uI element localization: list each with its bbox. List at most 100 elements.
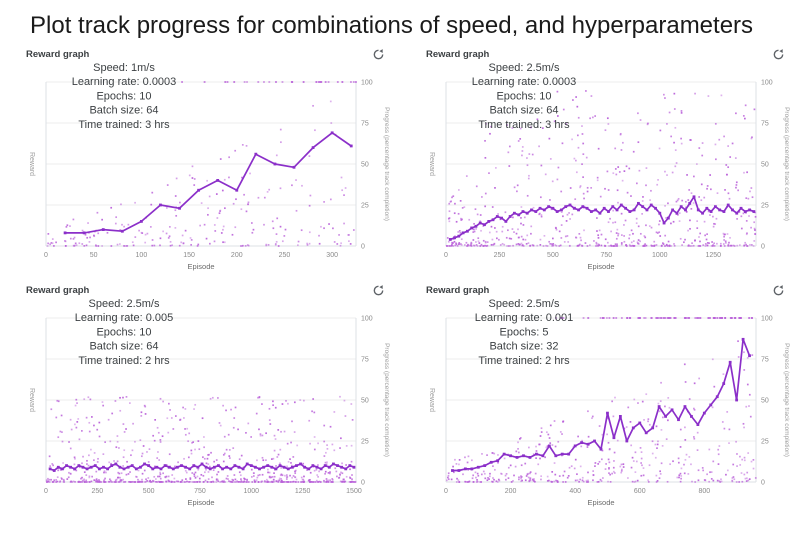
- svg-text:Learning rate: 0.0003: Learning rate: 0.0003: [472, 76, 577, 88]
- svg-text:50: 50: [361, 162, 369, 169]
- panel-title: Reward graph: [26, 48, 90, 60]
- svg-text:Progress (percentage track com: Progress (percentage track completion): [783, 343, 790, 457]
- svg-text:0: 0: [361, 244, 365, 251]
- refresh-icon: [773, 284, 784, 295]
- svg-text:1000: 1000: [244, 488, 260, 495]
- svg-text:Batch size: 64: Batch size: 64: [489, 105, 558, 117]
- svg-text:Batch size: 64: Batch size: 64: [89, 341, 158, 353]
- svg-text:Episode: Episode: [187, 498, 214, 507]
- svg-text:500: 500: [143, 488, 155, 495]
- svg-text:0: 0: [444, 488, 448, 495]
- panel-header: Reward graph: [20, 44, 394, 62]
- svg-text:200: 200: [231, 252, 243, 259]
- panel-title: Reward graph: [426, 48, 490, 60]
- svg-text:150: 150: [183, 252, 195, 259]
- svg-text:Progress (percentage track com: Progress (percentage track completion): [783, 107, 790, 221]
- svg-text:Time trained: 3 hrs: Time trained: 3 hrs: [478, 119, 570, 131]
- svg-text:Learning rate: 0.005: Learning rate: 0.005: [75, 312, 173, 324]
- svg-text:1250: 1250: [705, 252, 721, 259]
- svg-text:Epochs: 10: Epochs: 10: [96, 326, 151, 338]
- svg-text:Epochs: 5: Epochs: 5: [500, 326, 549, 338]
- refresh-icon: [373, 48, 384, 59]
- charts-grid: Reward graph 0 25 50 75 100 0 50 100 150 200 250 30…: [0, 44, 794, 512]
- svg-text:25: 25: [761, 439, 769, 446]
- svg-text:Episode: Episode: [587, 498, 614, 507]
- svg-text:25: 25: [361, 203, 369, 210]
- svg-text:Speed: 2.5m/s: Speed: 2.5m/s: [489, 298, 560, 310]
- svg-text:0: 0: [44, 252, 48, 259]
- svg-text:100: 100: [361, 316, 373, 323]
- svg-text:0: 0: [761, 244, 765, 251]
- svg-text:75: 75: [361, 357, 369, 364]
- panel-header: Reward graph: [420, 44, 794, 62]
- svg-text:250: 250: [279, 252, 291, 259]
- svg-text:250: 250: [91, 488, 103, 495]
- svg-text:Batch size: 32: Batch size: 32: [489, 341, 558, 353]
- svg-text:50: 50: [761, 162, 769, 169]
- refresh-button[interactable]: [771, 47, 786, 62]
- panel-title: Reward graph: [26, 284, 90, 296]
- svg-text:Reward: Reward: [28, 388, 35, 412]
- panel-title: Reward graph: [426, 284, 490, 296]
- svg-text:Batch size: 64: Batch size: 64: [89, 105, 158, 117]
- svg-text:500: 500: [547, 252, 559, 259]
- svg-text:100: 100: [761, 316, 773, 323]
- svg-text:Speed: 2.5m/s: Speed: 2.5m/s: [89, 298, 160, 310]
- svg-text:75: 75: [361, 121, 369, 128]
- svg-text:1500: 1500: [346, 488, 362, 495]
- svg-text:Speed: 2.5m/s: Speed: 2.5m/s: [489, 62, 560, 74]
- page-title: Plot track progress for combinations of …: [30, 12, 754, 39]
- svg-text:200: 200: [505, 488, 517, 495]
- svg-text:25: 25: [361, 439, 369, 446]
- svg-text:75: 75: [761, 121, 769, 128]
- refresh-button[interactable]: [371, 47, 386, 62]
- svg-text:75: 75: [761, 357, 769, 364]
- svg-text:100: 100: [136, 252, 148, 259]
- chart-panel-bottom-left: Reward graph 0 25 50 75 100 0 250 500 750 1000 125…: [20, 280, 394, 512]
- refresh-button[interactable]: [371, 283, 386, 298]
- svg-text:600: 600: [634, 488, 646, 495]
- svg-text:1000: 1000: [652, 252, 668, 259]
- svg-text:Speed: 1m/s: Speed: 1m/s: [93, 62, 155, 74]
- svg-text:50: 50: [761, 398, 769, 405]
- chart-panel-top-left: Reward graph 0 25 50 75 100 0 50 100 150 200 250 30…: [20, 44, 394, 276]
- svg-text:0: 0: [44, 488, 48, 495]
- panel-header: Reward graph: [420, 280, 794, 298]
- svg-text:100: 100: [761, 80, 773, 87]
- svg-text:Episode: Episode: [187, 262, 214, 271]
- svg-text:Epochs: 10: Epochs: 10: [96, 90, 151, 102]
- refresh-icon: [373, 284, 384, 295]
- chart-panel-top-right: Reward graph 0 25 50 75 100 0 250 500 750 1000 125…: [420, 44, 794, 276]
- chart-canvas[interactable]: 0 25 50 75 100 0 50 100 150 200 250 300 Episode Rewar…: [20, 62, 394, 276]
- svg-text:50: 50: [90, 252, 98, 259]
- chart-canvas[interactable]: 0 25 50 75 100 0 200 400 600 800 Episode Reward Prog…: [420, 298, 794, 512]
- refresh-button[interactable]: [771, 283, 786, 298]
- panel-header: Reward graph: [20, 280, 394, 298]
- svg-text:0: 0: [361, 480, 365, 487]
- svg-text:50: 50: [361, 398, 369, 405]
- svg-text:1250: 1250: [295, 488, 311, 495]
- svg-text:Time trained: 2 hrs: Time trained: 2 hrs: [78, 355, 170, 367]
- svg-text:Episode: Episode: [587, 262, 614, 271]
- svg-text:Learning rate: 0.0003: Learning rate: 0.0003: [72, 76, 177, 88]
- svg-text:250: 250: [494, 252, 506, 259]
- svg-text:100: 100: [361, 80, 373, 87]
- svg-text:Progress (percentage track com: Progress (percentage track completion): [383, 107, 390, 221]
- svg-text:Progress (percentage track com: Progress (percentage track completion): [383, 343, 390, 457]
- svg-text:0: 0: [444, 252, 448, 259]
- svg-text:Reward: Reward: [428, 152, 435, 176]
- svg-text:Epochs: 10: Epochs: 10: [496, 90, 551, 102]
- svg-text:Time trained: 2 hrs: Time trained: 2 hrs: [478, 355, 570, 367]
- svg-text:Reward: Reward: [28, 152, 35, 176]
- refresh-icon: [773, 48, 784, 59]
- svg-text:750: 750: [601, 252, 613, 259]
- svg-text:0: 0: [761, 480, 765, 487]
- svg-text:Learning rate: 0.001: Learning rate: 0.001: [475, 312, 573, 324]
- svg-text:25: 25: [761, 203, 769, 210]
- svg-text:Reward: Reward: [428, 388, 435, 412]
- svg-text:800: 800: [698, 488, 710, 495]
- svg-text:Time trained: 3 hrs: Time trained: 3 hrs: [78, 119, 170, 131]
- chart-panel-bottom-right: Reward graph 0 25 50 75 100 0 200 400 600 800 Epis…: [420, 280, 794, 512]
